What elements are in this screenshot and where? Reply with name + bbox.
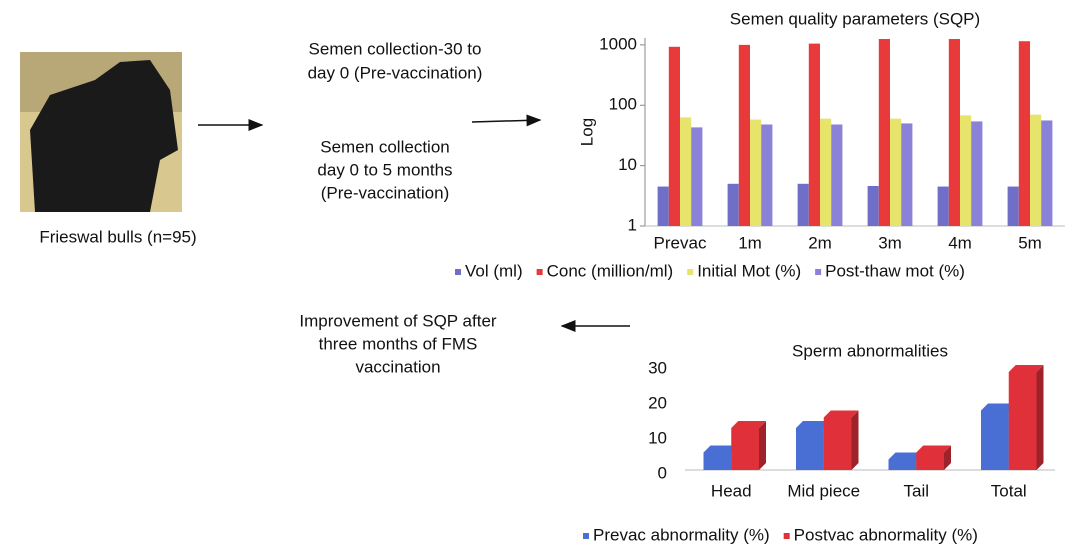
y-tick-label: 30 xyxy=(648,358,667,377)
chart-title: Sperm abnormalities xyxy=(792,341,948,360)
bar-top xyxy=(731,421,766,428)
x-tick-label: Prevac xyxy=(654,233,707,252)
bar xyxy=(937,186,949,226)
bar-side xyxy=(759,421,766,470)
legend-swatch xyxy=(783,533,790,539)
x-tick-label: 1m xyxy=(738,233,762,252)
bar xyxy=(668,46,680,227)
y-tick-label: 100 xyxy=(609,95,637,114)
bar xyxy=(888,459,917,470)
x-tick-label: Mid piece xyxy=(787,481,860,500)
x-tick-label: 3m xyxy=(878,233,902,252)
bar xyxy=(960,115,972,226)
step-text: day 0 (Pre-vaccination) xyxy=(308,63,483,82)
step-text: day 0 to 5 months xyxy=(317,160,452,179)
bar xyxy=(1041,120,1053,226)
y-tick-label: 10 xyxy=(618,155,637,174)
bar xyxy=(916,452,944,470)
bar xyxy=(680,117,692,226)
legend-label: Postvac abnormality (%) xyxy=(794,525,978,544)
legend-swatch xyxy=(815,269,822,275)
bar-top xyxy=(981,403,1016,411)
bar xyxy=(691,127,703,226)
chart-title: Semen quality parameters (SQP) xyxy=(730,9,980,28)
step-text: Semen collection-30 to xyxy=(309,39,482,58)
y-tick-label: 10 xyxy=(648,428,667,447)
legend-swatch xyxy=(583,533,589,539)
bar xyxy=(1008,372,1037,470)
legend-label: Prevac abnormality (%) xyxy=(593,525,770,544)
bar-side xyxy=(851,410,859,470)
bar xyxy=(738,44,750,226)
legend-label: Vol (ml) xyxy=(465,261,523,280)
y-tick-label: 1000 xyxy=(599,34,637,53)
bar-side xyxy=(944,445,951,470)
legend-swatch xyxy=(455,269,461,275)
step-text: Semen collection xyxy=(320,137,449,156)
bar-top xyxy=(796,421,831,428)
bull-label: Frieswal bulls (n=95) xyxy=(39,227,196,246)
x-tick-label: Total xyxy=(991,481,1027,500)
bar-top xyxy=(823,410,859,418)
y-tick-label: 20 xyxy=(648,393,667,412)
bar xyxy=(981,410,1009,470)
bar xyxy=(657,186,669,226)
bar xyxy=(796,428,824,470)
result-text: Improvement of SQP after xyxy=(299,311,496,330)
bar xyxy=(890,118,902,226)
bar xyxy=(831,124,843,226)
y-tick-label: 1 xyxy=(628,215,637,234)
bar-top xyxy=(1008,365,1044,372)
bar xyxy=(761,124,773,226)
bar-side xyxy=(1036,365,1044,470)
bar xyxy=(731,428,759,470)
bar xyxy=(1007,186,1019,226)
y-tick-label: 0 xyxy=(658,463,667,482)
result-text: vaccination xyxy=(355,357,440,376)
bar xyxy=(727,183,739,226)
bar xyxy=(867,185,879,226)
bar xyxy=(703,452,732,470)
bar xyxy=(750,119,762,226)
bar xyxy=(971,121,983,226)
bar xyxy=(948,39,960,226)
bar-top xyxy=(703,445,739,453)
x-tick-label: 2m xyxy=(808,233,832,252)
x-tick-label: 5m xyxy=(1018,233,1042,252)
legend-label: Conc (million/ml) xyxy=(547,261,674,280)
x-tick-label: Head xyxy=(711,481,752,500)
step-text: (Pre-vaccination) xyxy=(321,183,450,202)
legend-swatch xyxy=(687,269,694,275)
bar xyxy=(901,123,913,226)
bar xyxy=(823,417,852,470)
bull-photo xyxy=(20,52,182,212)
legend-swatch xyxy=(536,269,543,275)
bar-top xyxy=(916,445,951,453)
x-tick-label: 4m xyxy=(948,233,972,252)
y-axis-label: Log xyxy=(577,118,596,146)
x-tick-label: Tail xyxy=(903,481,929,500)
bar xyxy=(820,118,832,226)
bar xyxy=(797,183,809,226)
legend-label: Initial Mot (%) xyxy=(697,261,801,280)
bar xyxy=(878,39,890,226)
arrow xyxy=(471,114,542,127)
bar xyxy=(1018,41,1030,226)
result-text: three months of FMS xyxy=(319,334,478,353)
bar-top xyxy=(888,452,924,460)
bar xyxy=(1030,114,1042,226)
bar xyxy=(808,43,820,226)
legend-label: Post-thaw mot (%) xyxy=(825,261,965,280)
